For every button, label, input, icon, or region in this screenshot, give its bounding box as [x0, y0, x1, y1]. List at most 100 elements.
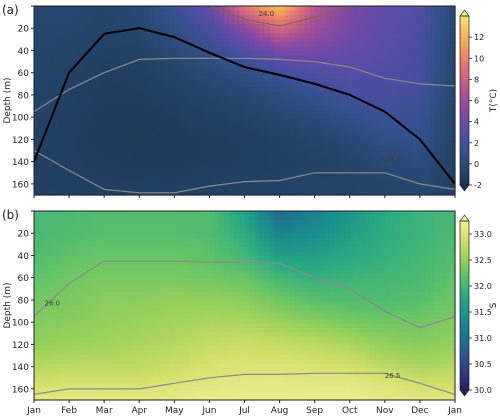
- heatmap-cell: [189, 159, 195, 164]
- heatmap-cell: [345, 42, 351, 47]
- heatmap-cell: [49, 238, 55, 243]
- heatmap-cell: [39, 283, 45, 288]
- heatmap-cell: [49, 33, 55, 38]
- heatmap-cell: [34, 387, 40, 392]
- heatmap-cell: [144, 150, 150, 155]
- heatmap-cell: [79, 234, 85, 239]
- heatmap-cell: [159, 337, 165, 342]
- heatmap-cell: [64, 24, 70, 29]
- heatmap-cell: [184, 146, 190, 151]
- heatmap-cell: [149, 378, 155, 383]
- heatmap-cell: [199, 119, 205, 124]
- heatmap-cell: [214, 87, 220, 92]
- heatmap-cell: [179, 87, 185, 92]
- heatmap-cell: [124, 11, 130, 16]
- heatmap-cell: [275, 15, 281, 20]
- heatmap-cell: [169, 42, 175, 47]
- heatmap-cell: [139, 297, 145, 302]
- heatmap-cell: [114, 42, 120, 47]
- heatmap-cell: [74, 92, 80, 97]
- heatmap-cell: [139, 141, 145, 146]
- heatmap-cell: [355, 177, 361, 182]
- heatmap-cell: [370, 38, 376, 43]
- heatmap-cell: [54, 270, 60, 275]
- heatmap-cell: [119, 15, 125, 20]
- heatmap-cell: [54, 355, 60, 360]
- heatmap-cell: [49, 265, 55, 270]
- heatmap-cell: [174, 369, 180, 374]
- heatmap-cell: [144, 256, 150, 261]
- heatmap-cell: [39, 225, 45, 230]
- heatmap-cell: [375, 15, 381, 20]
- heatmap-cell: [355, 164, 361, 169]
- heatmap-cell: [280, 33, 286, 38]
- heatmap-cell: [265, 159, 271, 164]
- heatmap-cell: [355, 83, 361, 88]
- heatmap-cell: [355, 11, 361, 16]
- heatmap-cell: [214, 110, 220, 115]
- heatmap-cell: [154, 47, 160, 52]
- heatmap-cell: [59, 378, 65, 383]
- heatmap-cell: [154, 346, 160, 351]
- heatmap-cell: [59, 229, 65, 234]
- heatmap-cell: [69, 234, 75, 239]
- heatmap-cell: [390, 56, 396, 61]
- heatmap-cell: [295, 177, 301, 182]
- heatmap-cell: [184, 225, 190, 230]
- heatmap-cell: [134, 270, 140, 275]
- heatmap-cell: [445, 96, 451, 101]
- heatmap-cell: [184, 69, 190, 74]
- heatmap-cell: [169, 391, 175, 396]
- heatmap-cell: [440, 87, 446, 92]
- heatmap-cell: [154, 387, 160, 392]
- heatmap-cell: [109, 78, 115, 83]
- heatmap-cell: [295, 128, 301, 133]
- heatmap-cell: [114, 20, 120, 25]
- heatmap-cell: [430, 128, 436, 133]
- heatmap-cell: [144, 337, 150, 342]
- heatmap-cell: [89, 146, 95, 151]
- heatmap-cell: [109, 60, 115, 65]
- heatmap-cell: [49, 155, 55, 160]
- heatmap-cell: [315, 182, 321, 187]
- heatmap-cell: [350, 60, 356, 65]
- heatmap-cell: [265, 155, 271, 160]
- heatmap-cell: [194, 65, 200, 70]
- heatmap-cell: [59, 141, 65, 146]
- heatmap-cell: [64, 274, 70, 279]
- heatmap-cell: [345, 38, 351, 43]
- heatmap-cell: [149, 319, 155, 324]
- heatmap-cell: [144, 234, 150, 239]
- heatmap-cell: [74, 168, 80, 173]
- heatmap-cell: [114, 24, 120, 29]
- heatmap-cell: [290, 137, 296, 142]
- heatmap-cell: [300, 137, 306, 142]
- heatmap-cell: [84, 132, 90, 137]
- heatmap-cell: [79, 20, 85, 25]
- heatmap-cell: [335, 20, 341, 25]
- heatmap-cell: [44, 42, 50, 47]
- heatmap-cell: [134, 355, 140, 360]
- heatmap-cell: [134, 333, 140, 338]
- heatmap-cell: [114, 256, 120, 261]
- heatmap-cell: [270, 173, 276, 178]
- heatmap-cell: [154, 283, 160, 288]
- heatmap-cell: [139, 369, 145, 374]
- heatmap-cell: [139, 132, 145, 137]
- heatmap-cell: [129, 38, 135, 43]
- heatmap-cell: [245, 74, 251, 79]
- heatmap-cell: [355, 119, 361, 124]
- heatmap-cell: [325, 69, 331, 74]
- heatmap-cell: [34, 292, 40, 297]
- heatmap-cell: [124, 24, 130, 29]
- heatmap-cell: [49, 11, 55, 16]
- heatmap-cell: [144, 355, 150, 360]
- heatmap-cell: [159, 15, 165, 20]
- heatmap-cell: [229, 33, 235, 38]
- heatmap-cell: [340, 11, 346, 16]
- heatmap-cell: [174, 11, 180, 16]
- colorbar-swatch: [460, 126, 469, 131]
- heatmap-cell: [400, 164, 406, 169]
- heatmap-cell: [270, 159, 276, 164]
- heatmap-cell: [189, 355, 195, 360]
